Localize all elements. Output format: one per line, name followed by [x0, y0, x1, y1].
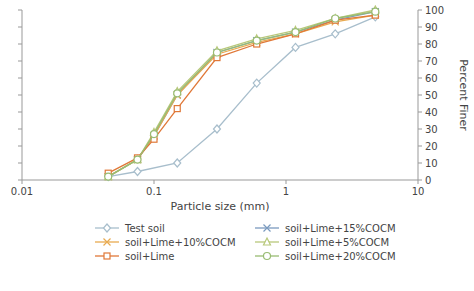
- y-tick-left: [18, 129, 22, 130]
- y-tick-right: [418, 95, 422, 96]
- x-tick-label: 0.01: [11, 186, 33, 197]
- y-tick-label: 40: [425, 107, 438, 118]
- y-tick-right: [418, 27, 422, 28]
- legend-label: soil+Lime+15%COCM: [285, 223, 396, 234]
- data-point: [372, 8, 379, 15]
- legend: Test soil soil+Lime+15%COCM soil+Lime+10%C…: [95, 223, 396, 262]
- y-tick-right: [418, 78, 422, 79]
- data-point: [105, 173, 112, 180]
- data-point: [213, 49, 220, 56]
- legend-marker: [104, 224, 111, 232]
- data-point: [174, 106, 180, 112]
- series-line: [108, 12, 375, 177]
- data-point: [105, 173, 112, 180]
- y-tick-left: [18, 112, 22, 113]
- data-point: [253, 37, 260, 44]
- data-point: [332, 15, 339, 22]
- data-point: [134, 156, 141, 163]
- data-point: [372, 8, 379, 15]
- plot-area: [105, 6, 379, 181]
- data-point: [105, 173, 112, 181]
- y-tick-label: 80: [425, 39, 438, 50]
- legend-label: soil+Lime+5%COCM: [285, 237, 389, 248]
- x-tick-label: 0.1: [146, 186, 162, 197]
- y-tick-label: 20: [425, 141, 438, 152]
- y-tick-right: [418, 129, 422, 130]
- series-line: [108, 15, 375, 173]
- y-tick-label: 70: [425, 56, 438, 67]
- y-tick-left: [18, 10, 22, 11]
- data-point: [292, 29, 299, 36]
- y-tick-label: 100: [425, 5, 444, 16]
- y-tick-label: 30: [425, 124, 438, 135]
- x-tick: [418, 180, 419, 184]
- y-tick-label: 0: [425, 175, 431, 186]
- legend-marker: [264, 253, 271, 260]
- data-point: [213, 49, 220, 56]
- y-tick-right: [418, 61, 422, 62]
- series-line: [108, 12, 375, 177]
- data-point: [174, 159, 181, 167]
- y-tick-left: [18, 61, 22, 62]
- y-tick-label: 10: [425, 158, 438, 169]
- data-point: [253, 37, 260, 44]
- data-point: [105, 173, 112, 180]
- data-point: [253, 79, 260, 87]
- y-tick-label: 60: [425, 73, 438, 84]
- x-tick: [286, 180, 287, 184]
- y-tick-right: [418, 10, 422, 11]
- x-tick: [154, 180, 155, 184]
- legend-label: soil+Lime+20%COCM: [285, 251, 396, 262]
- data-point: [105, 173, 112, 180]
- legend-marker: [104, 239, 111, 246]
- data-point: [292, 43, 299, 51]
- chart: 0.010.11100102030405060708090100Particle…: [0, 0, 474, 291]
- y-tick-left: [18, 146, 22, 147]
- y-tick-right: [418, 180, 422, 181]
- data-point: [292, 29, 299, 36]
- y-tick-left: [18, 78, 22, 79]
- legend-marker: [104, 253, 110, 259]
- y-tick-right: [418, 163, 422, 164]
- y-tick-right: [418, 44, 422, 45]
- legend-label: soil+Lime+10%COCM: [125, 237, 236, 248]
- y-tick-left: [18, 44, 22, 45]
- x-tick: [22, 180, 23, 184]
- data-point: [134, 156, 141, 163]
- y-tick-left: [18, 163, 22, 164]
- data-point: [134, 156, 141, 163]
- data-point: [213, 125, 220, 133]
- series-line: [108, 15, 375, 177]
- data-point: [151, 131, 158, 138]
- x-tick-label: 10: [412, 186, 425, 197]
- data-point: [134, 156, 141, 163]
- y-axis-label: Percent Finer: [457, 59, 470, 131]
- legend-label: soil+Lime: [125, 251, 175, 262]
- data-point: [332, 15, 339, 22]
- legend-marker: [264, 225, 271, 232]
- series-line: [108, 17, 375, 177]
- y-tick-left: [18, 180, 22, 181]
- legend-label: Test soil: [124, 223, 165, 234]
- y-tick-left: [18, 95, 22, 96]
- y-tick-right: [418, 146, 422, 147]
- data-point: [174, 90, 181, 97]
- data-point: [332, 30, 339, 38]
- x-axis-label: Particle size (mm): [171, 200, 270, 213]
- y-tick-left: [18, 27, 22, 28]
- x-axis-line: [22, 180, 418, 181]
- data-point: [134, 168, 141, 176]
- x-tick-label: 1: [283, 186, 289, 197]
- y-tick-right: [418, 112, 422, 113]
- legend-marker: [264, 238, 271, 245]
- y-tick-label: 50: [425, 90, 438, 101]
- series-line: [108, 10, 375, 177]
- y-tick-label: 90: [425, 22, 438, 33]
